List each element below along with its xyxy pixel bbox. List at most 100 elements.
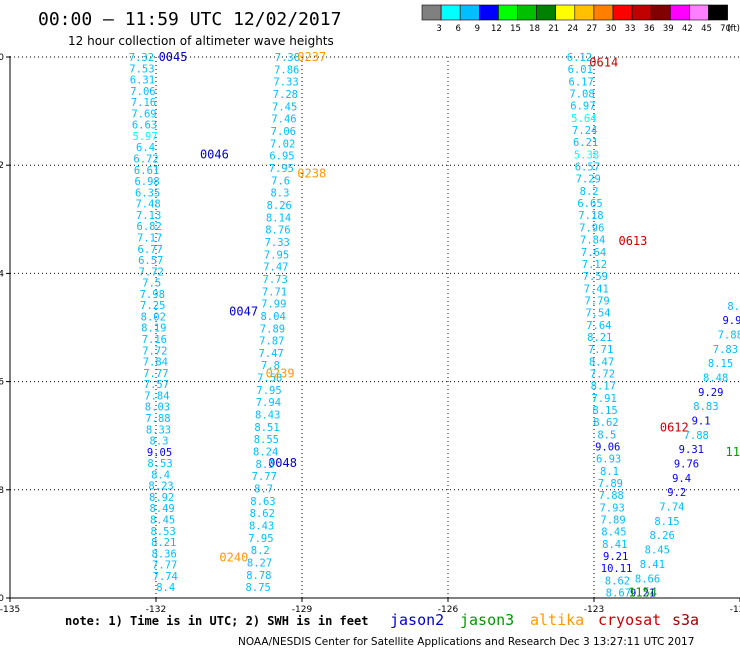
swh-value: 7.6 [271,175,290,187]
swh-value: 7.53 [129,63,154,75]
swh-value: 7.33 [265,237,290,249]
swh-value: 7.16 [142,334,167,346]
x-tick-label: -123 [584,605,604,615]
swh-value: 9.06 [595,442,620,454]
swh-value: 7.77 [252,471,277,483]
swh-value: 8.03 [145,402,170,414]
colorbar-swatch [478,4,499,21]
swh-value: 8.4 [156,582,175,594]
swh-value: 7.73 [263,274,288,286]
swh-value: 6.98 [134,176,159,188]
swh-value: 6.01 [568,64,593,76]
pass-time-label: 0240 [219,550,248,564]
swh-value: 6.57 [575,162,600,174]
swh-value: 7.18 [578,210,603,222]
swh-value: 7.28 [273,89,298,101]
swh-value: 8.76 [727,301,740,313]
swh-value: 6.4 [136,142,155,154]
swh-value: 7.84 [144,390,169,402]
swh-value: 8.43 [249,521,274,533]
swh-value: 8.14 [266,212,291,224]
swh-value: 7.88 [718,330,740,342]
swh-value: 7.25 [140,300,165,312]
swh-value: 5.64 [571,113,596,125]
swh-value: 7.74 [659,502,684,514]
swh-value: 7.72 [139,266,164,278]
swh-value: 7.74 [153,571,178,583]
colorbar-label: 39 [663,24,674,34]
swh-value: 6.61 [134,165,159,177]
swh-value: 6.63 [132,120,157,132]
colorbar-label: 45 [701,24,712,34]
colorbar-label: 27 [586,24,597,34]
swh-value: 8.15 [654,516,679,528]
swh-value: 7.71 [588,344,613,356]
swh-value: 8.67 [606,588,631,600]
swh-value: 9.2 [667,487,686,499]
swh-value: 8.53 [150,526,175,538]
swh-value: 7.89 [598,478,623,490]
swh-value: 6.95 [269,151,294,163]
colorbar-label: 36 [644,24,655,34]
pass-time-label: 0237 [297,50,326,64]
swh-value: 9.94 [722,315,740,327]
swh-value: 8.76 [265,225,290,237]
colorbar-label: 18 [529,24,540,34]
swh-value: 7.33 [273,77,298,89]
y-tick-label: -4 [0,269,4,279]
swh-value: 7.46 [271,114,296,126]
pass-time-label: 0614 [589,55,618,69]
swh-value: 8.49 [149,503,174,515]
swh-value: 8.26 [649,530,674,542]
colorbar-swatch [440,4,461,21]
swh-value: 8.26 [267,200,292,212]
swh-value: 7.64 [581,247,606,259]
gridlines [10,56,740,598]
swh-value: 8.1 [600,466,619,478]
colorbar-swatch [574,4,595,21]
swh-value: 7.96 [579,222,604,234]
swh-value: 9.31 [679,444,704,456]
swh-value: 9.05 [147,447,172,459]
swh-value: 8.51 [254,422,279,434]
swh-value: 7.58 [257,373,282,385]
colorbar-label: 12 [491,24,502,34]
pass-time-label: 0613 [618,234,647,248]
colorbar-swatch [421,4,442,21]
swh-value: 5.97 [132,131,157,143]
pass-time-label: 0238 [297,166,326,180]
swh-value: 8.3 [270,188,289,200]
swh-value: 7.06 [130,86,155,98]
y-tick-label: -10 [0,594,4,604]
swh-value: 7.95 [264,249,289,261]
swh-value: 7.95 [256,385,281,397]
swh-value: 7.72 [142,345,167,357]
swh-value: 8.62 [250,508,275,520]
colorbar-swatch [689,4,709,21]
swh-value: 6.21 [573,137,598,149]
swh-value: 7.16 [131,97,156,109]
swh-value: 8.48 [703,373,728,385]
colorbar-label: 42 [682,24,693,34]
swh-value: 7.91 [592,393,617,405]
swh-value: 8.43 [255,410,280,422]
swh-value: 7.48 [135,199,160,211]
swh-value: 8.4 [151,469,170,481]
pass-time-label: 0239 [266,366,295,380]
x-tick-label: -126 [438,605,459,615]
swh-value: 7.88 [599,490,624,502]
y-tick-label: -2 [0,161,4,171]
swh-value: 8.47 [589,356,614,368]
swh-value: 6.31 [130,75,155,87]
swh-value: 6.17 [569,76,594,88]
swh-value: 7.79 [584,295,609,307]
swh-value: 8.83 [693,401,718,413]
colorbar-label: 21 [548,24,559,34]
swh-value: 7.86 [274,64,299,76]
swh-value: 8.75 [246,582,271,594]
swh-value: 9.21 [603,551,628,563]
colorbar-label: 33 [625,24,636,34]
pass-time-label: 0046 [200,147,229,161]
swh-value: 9.4 [672,473,691,485]
